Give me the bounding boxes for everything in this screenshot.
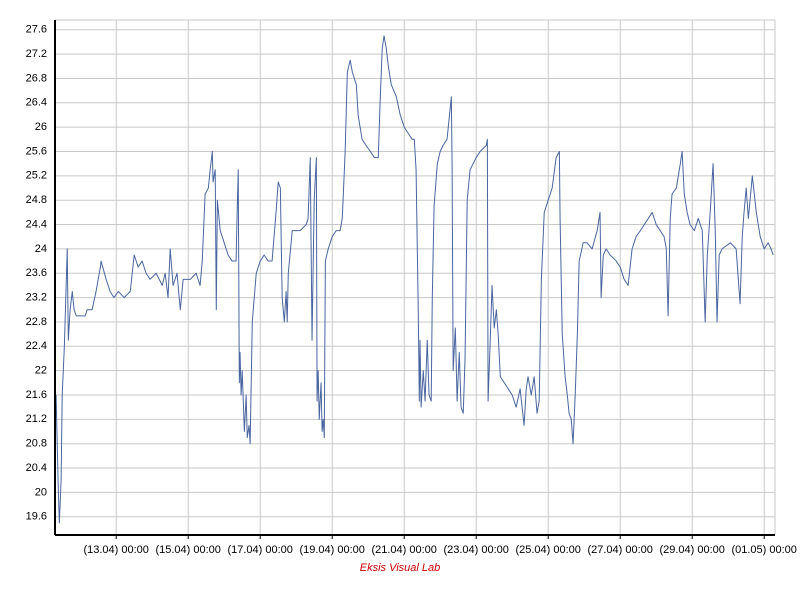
y-tick-label: 24.8 [26,194,47,206]
y-tick-label: 27.2 [26,48,47,60]
x-tick-label: (17.04) 00:00 [227,544,292,556]
x-tick-label: (15.04) 00:00 [155,544,220,556]
y-tick-label: 19.6 [26,511,47,523]
y-tick-label: 25.2 [26,170,47,182]
x-tick-label: (29.04) 00:00 [659,544,724,556]
y-tick-label: 26.8 [26,72,47,84]
x-tick-label: (01.05) 00:00 [731,544,796,556]
y-tick-label: 27.6 [26,24,47,36]
y-tick-label: 22.8 [26,316,47,328]
y-tick-label: 26.4 [26,97,47,109]
y-tick-label: 25.6 [26,145,47,157]
y-tick-label: 24 [35,243,47,255]
y-tick-label: 21.6 [26,389,47,401]
y-tick-label: 23.6 [26,267,47,279]
x-tick-label: (13.04) 00:00 [83,544,148,556]
y-tick-label: 22 [35,365,47,377]
data-line [55,35,774,524]
x-tick-label: (27.04) 00:00 [587,544,652,556]
y-tick-label: 20.4 [26,462,47,474]
y-tick-label: 26 [35,121,47,133]
y-tick-label: 20 [35,486,47,498]
y-tick-label: 21.2 [26,413,47,425]
y-tick-label: 24.4 [26,218,47,230]
y-tick-label: 22.4 [26,340,47,352]
x-tick-label: (21.04) 00:00 [371,544,436,556]
x-tick-label: (19.04) 00:00 [299,544,364,556]
y-tick-label: 20.8 [26,438,47,450]
y-tick-label: 23.2 [26,291,47,303]
x-tick-label: (25.04) 00:00 [515,544,580,556]
chart-subtitle: Eksis Visual Lab [360,562,441,574]
x-tick-label: (23.04) 00:00 [443,544,508,556]
